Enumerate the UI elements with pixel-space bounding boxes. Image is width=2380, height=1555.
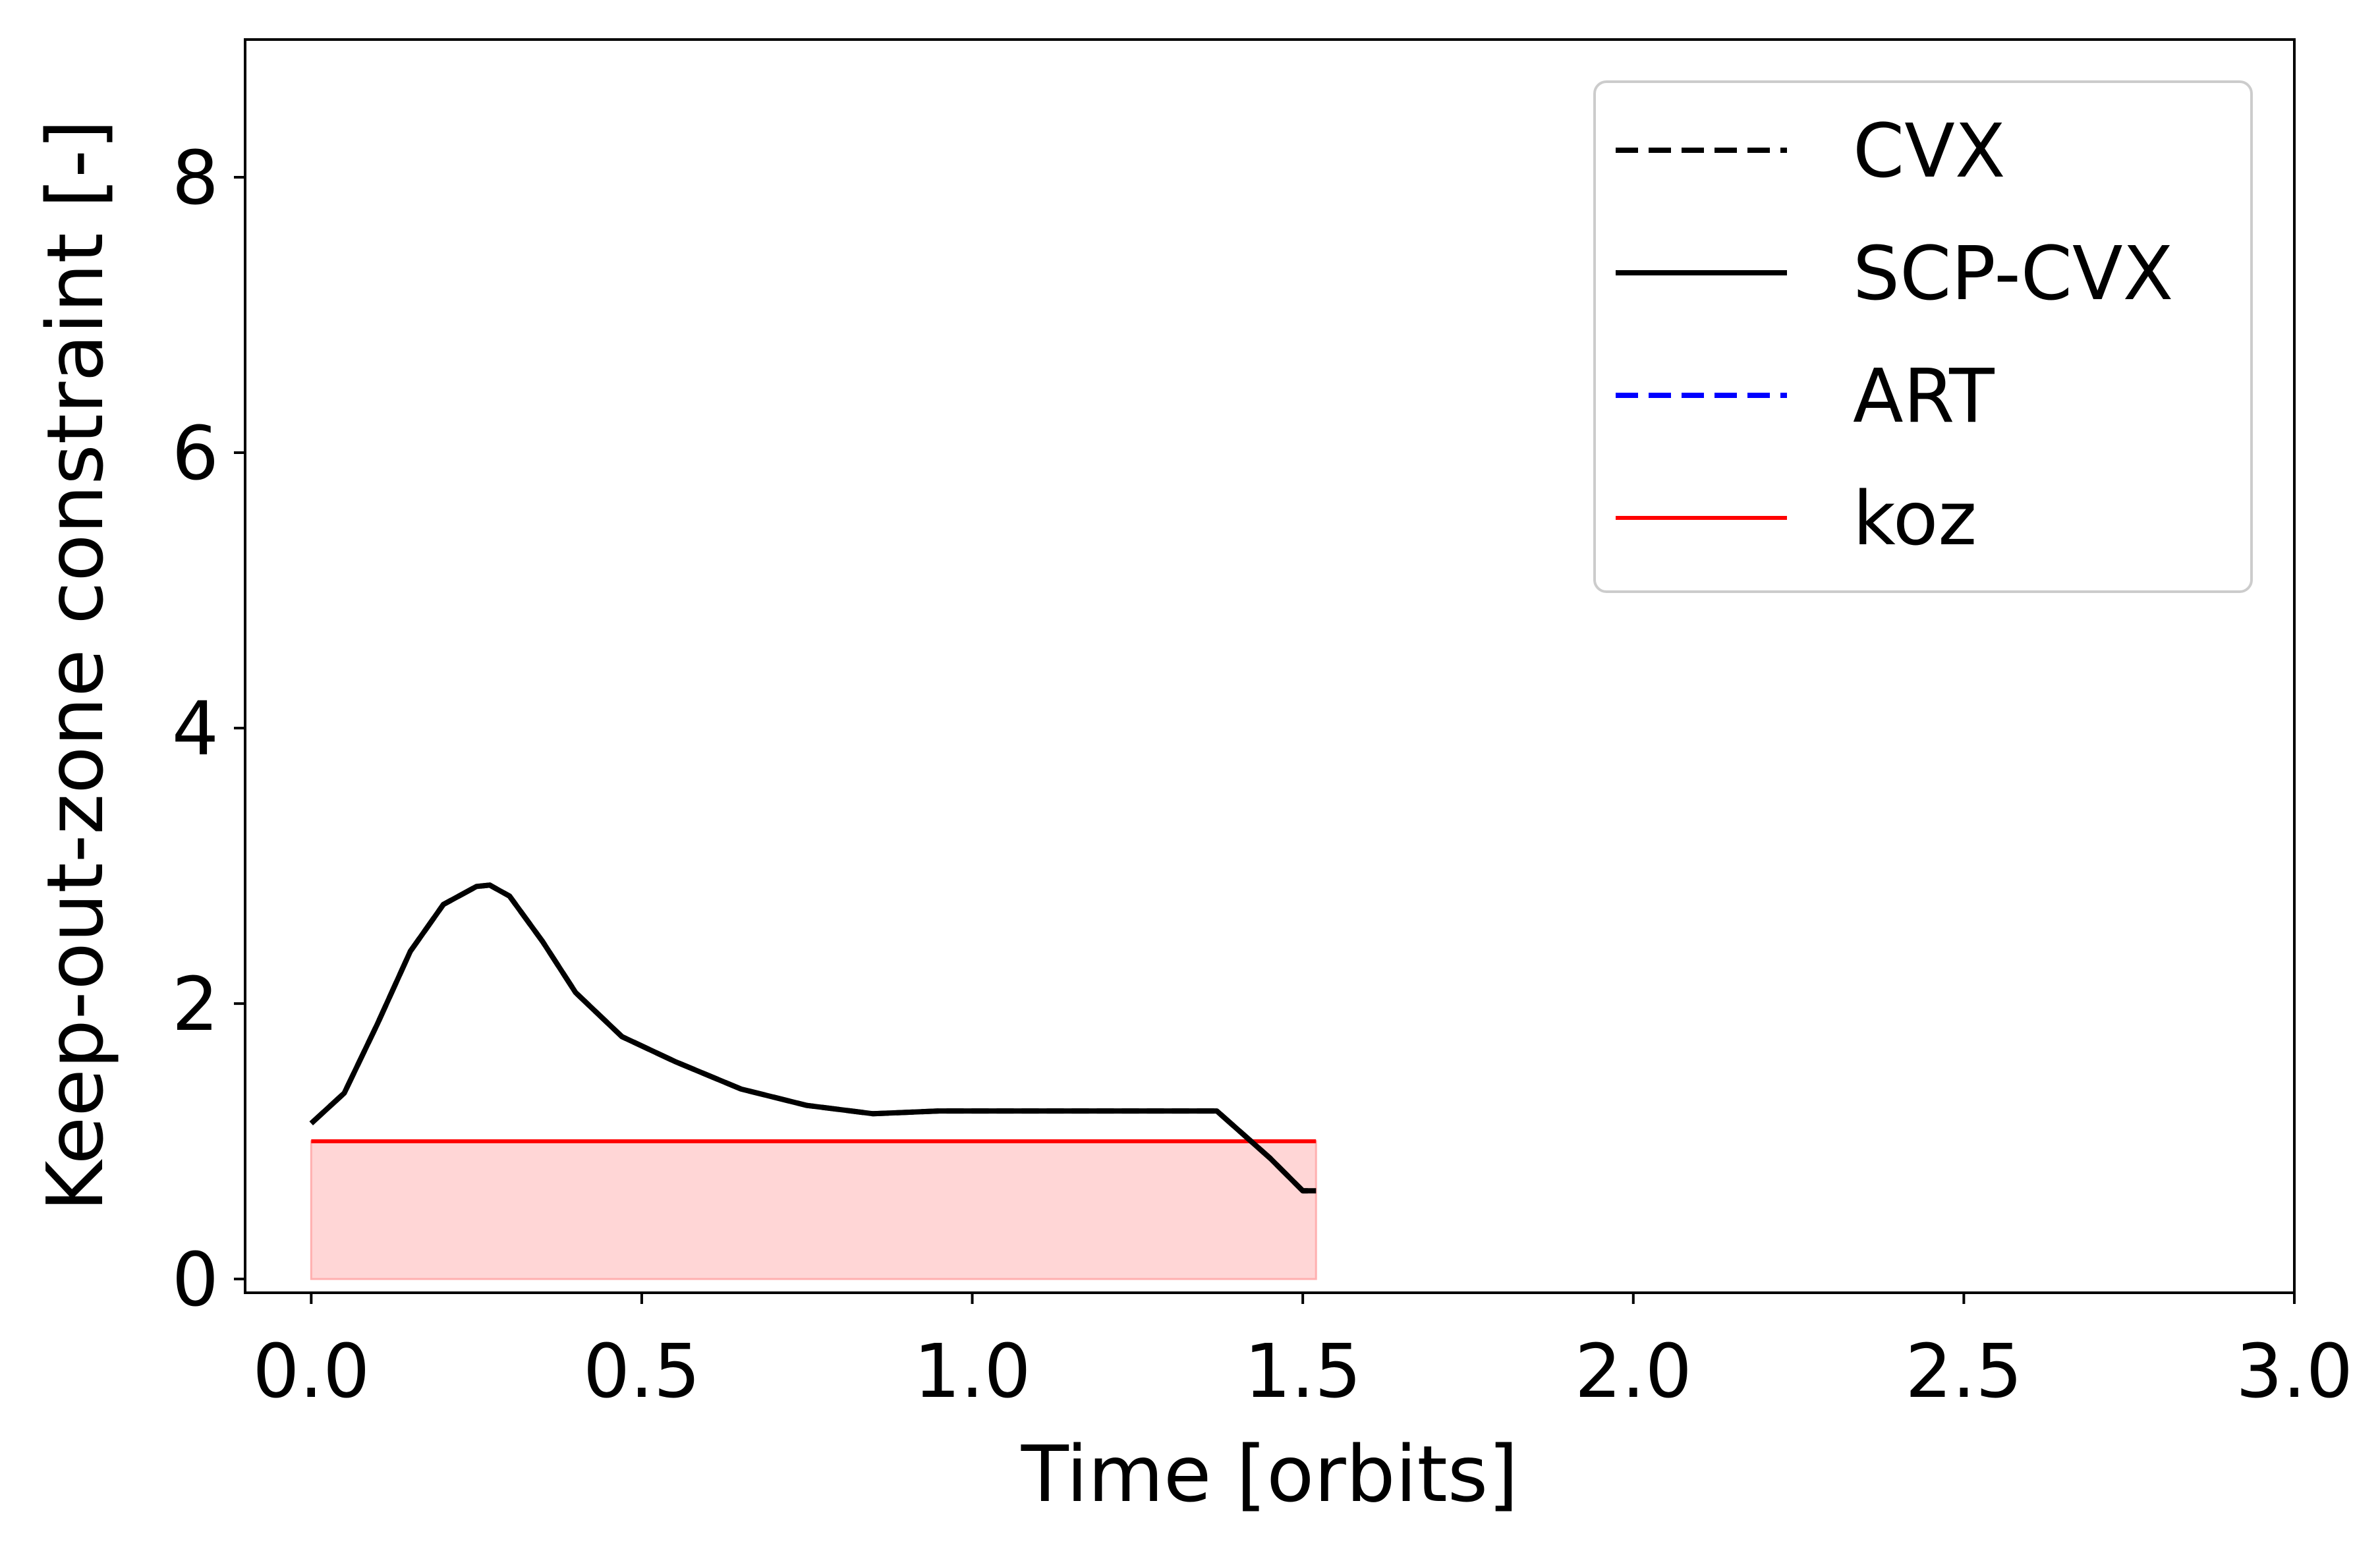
y-tick-label: 0: [172, 1237, 219, 1323]
x-tick-label: 0.5: [583, 1329, 700, 1415]
series-line-scp-cvx: [309, 882, 1317, 1194]
legend-label-koz: koz: [1853, 476, 1977, 562]
y-axis-label: Keep-out-zone constraint [-]: [30, 119, 121, 1212]
legend: CVX SCP-CVX ART koz: [1593, 80, 2253, 593]
legend-label-cvx: CVX: [1853, 109, 2006, 194]
legend-frame: [1593, 80, 2253, 593]
x-tick-label: 1.0: [913, 1329, 1031, 1415]
y-tick-label: 8: [172, 136, 219, 221]
plot-area: [309, 882, 1317, 1280]
x-tick-label: 3.0: [2236, 1329, 2353, 1415]
y-tick-label: 4: [172, 687, 219, 772]
axes-frame: [244, 38, 2296, 1294]
y-tick-label: 2: [172, 962, 219, 1048]
x-axis-label: Time [orbits]: [1021, 1428, 1519, 1519]
legend-label-scp-cvx: SCP-CVX: [1853, 231, 2173, 317]
y-tick-label: 6: [172, 411, 219, 497]
x-tick-label: 2.0: [1575, 1329, 1692, 1415]
legend-label-art: ART: [1853, 354, 1995, 439]
x-axis-ticks: 0.0 0.5 1.0 1.5 2.0 2.5 3.0: [252, 1293, 2353, 1415]
x-tick-label: 2.5: [1905, 1329, 2022, 1415]
y-axis-ticks: 0 2 4 6 8: [172, 136, 245, 1323]
koz-shaded-region: [310, 1140, 1317, 1280]
x-tick-label: 0.0: [252, 1329, 370, 1415]
x-tick-label: 1.5: [1244, 1329, 1361, 1415]
